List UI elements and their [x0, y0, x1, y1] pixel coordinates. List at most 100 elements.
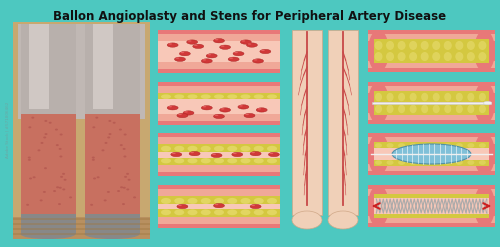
Ellipse shape	[444, 160, 452, 165]
Bar	[368, 164, 495, 171]
Ellipse shape	[444, 52, 452, 61]
Ellipse shape	[479, 160, 486, 165]
Ellipse shape	[386, 52, 394, 61]
Ellipse shape	[40, 142, 43, 144]
Bar	[374, 39, 488, 51]
Ellipse shape	[221, 108, 224, 109]
Ellipse shape	[244, 113, 255, 118]
Bar	[158, 82, 280, 125]
Ellipse shape	[119, 129, 122, 131]
Ellipse shape	[178, 114, 182, 115]
Ellipse shape	[234, 52, 238, 53]
Ellipse shape	[212, 154, 216, 155]
Ellipse shape	[227, 209, 237, 215]
Bar	[158, 113, 280, 121]
Ellipse shape	[270, 153, 274, 154]
Ellipse shape	[177, 113, 188, 118]
Ellipse shape	[232, 152, 243, 157]
Ellipse shape	[176, 58, 180, 59]
Ellipse shape	[368, 133, 389, 175]
Ellipse shape	[374, 41, 382, 50]
Ellipse shape	[252, 205, 255, 206]
Bar	[158, 185, 280, 228]
Bar	[85, 114, 140, 214]
Ellipse shape	[254, 94, 264, 99]
Ellipse shape	[410, 105, 416, 113]
Ellipse shape	[254, 198, 264, 204]
Ellipse shape	[214, 114, 224, 119]
Bar	[85, 24, 140, 114]
Ellipse shape	[456, 41, 464, 50]
Ellipse shape	[174, 209, 184, 215]
Bar	[374, 160, 488, 166]
Ellipse shape	[174, 146, 184, 151]
Ellipse shape	[177, 204, 188, 209]
Ellipse shape	[248, 43, 252, 45]
Ellipse shape	[375, 160, 382, 165]
Ellipse shape	[410, 160, 416, 165]
Bar	[21, 114, 76, 214]
Ellipse shape	[53, 190, 56, 192]
Ellipse shape	[201, 209, 211, 215]
Ellipse shape	[194, 45, 198, 46]
Ellipse shape	[84, 229, 140, 239]
Bar	[21, 24, 76, 114]
Ellipse shape	[456, 160, 463, 165]
Ellipse shape	[201, 158, 211, 163]
Ellipse shape	[93, 178, 96, 180]
Ellipse shape	[214, 204, 224, 208]
Ellipse shape	[444, 105, 452, 113]
Ellipse shape	[228, 57, 239, 62]
Ellipse shape	[479, 105, 486, 113]
Ellipse shape	[180, 52, 184, 53]
Ellipse shape	[133, 196, 136, 198]
Ellipse shape	[211, 153, 222, 158]
Ellipse shape	[456, 143, 463, 148]
Bar	[158, 144, 280, 152]
Ellipse shape	[398, 143, 405, 148]
Bar	[374, 198, 488, 214]
Bar	[13, 228, 150, 229]
Ellipse shape	[227, 198, 237, 204]
Ellipse shape	[174, 57, 186, 62]
Ellipse shape	[126, 188, 130, 190]
Ellipse shape	[92, 159, 95, 161]
Ellipse shape	[120, 144, 123, 146]
Ellipse shape	[444, 93, 452, 101]
Ellipse shape	[201, 94, 211, 99]
Ellipse shape	[188, 209, 198, 215]
Ellipse shape	[233, 153, 236, 154]
Ellipse shape	[432, 41, 440, 50]
Ellipse shape	[267, 94, 277, 99]
Bar	[158, 30, 280, 73]
Ellipse shape	[60, 134, 62, 136]
Ellipse shape	[386, 160, 394, 165]
Ellipse shape	[242, 40, 245, 41]
Ellipse shape	[474, 30, 495, 72]
Ellipse shape	[29, 178, 32, 180]
Ellipse shape	[484, 101, 492, 105]
Ellipse shape	[128, 179, 130, 181]
Ellipse shape	[206, 54, 217, 58]
Ellipse shape	[432, 52, 440, 61]
Ellipse shape	[479, 93, 486, 101]
Bar	[368, 189, 495, 196]
Ellipse shape	[254, 158, 264, 163]
Ellipse shape	[28, 157, 31, 159]
Ellipse shape	[126, 173, 129, 175]
Ellipse shape	[261, 50, 265, 51]
Ellipse shape	[188, 40, 192, 41]
Bar	[374, 39, 488, 63]
Ellipse shape	[28, 159, 31, 161]
Ellipse shape	[123, 187, 126, 189]
Text: Adobe Stock | #571806462: Adobe Stock | #571806462	[6, 102, 10, 158]
Ellipse shape	[167, 43, 178, 47]
Ellipse shape	[202, 106, 206, 107]
Ellipse shape	[368, 82, 389, 124]
Bar	[374, 214, 488, 218]
Bar	[13, 22, 150, 237]
Ellipse shape	[60, 156, 62, 158]
Ellipse shape	[90, 204, 93, 206]
Bar	[158, 86, 280, 94]
Ellipse shape	[55, 129, 58, 131]
